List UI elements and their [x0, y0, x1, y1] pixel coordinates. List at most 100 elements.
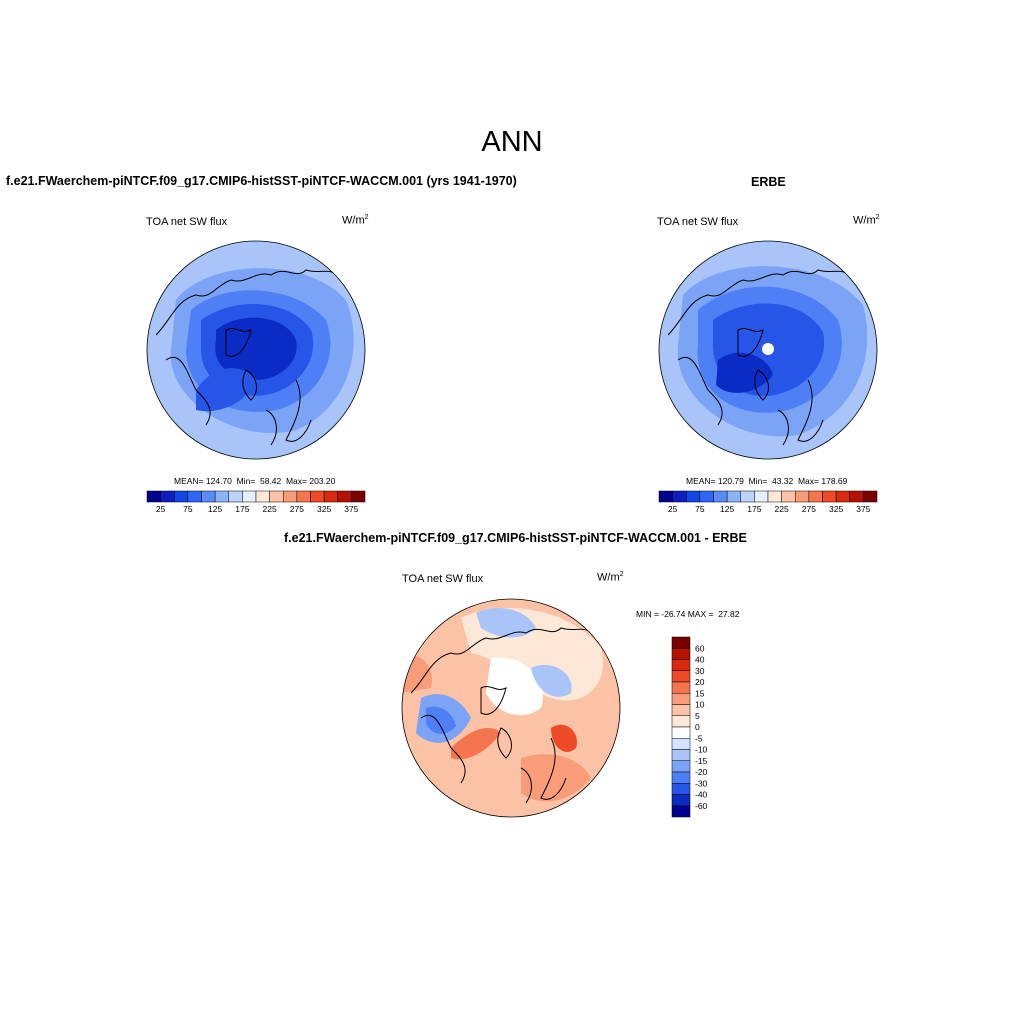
colorbar-swatch [835, 490, 850, 503]
colorbar-swatch [671, 760, 691, 773]
coastline [410, 627, 597, 804]
contour-fill [716, 352, 773, 393]
colorbar-tick-label: 225 [775, 504, 789, 514]
panel-title-obs: ERBE [751, 175, 786, 189]
polar-map-obs [658, 240, 878, 460]
colorbar-swatch [671, 794, 691, 806]
colorbar-tick-label: 20 [695, 677, 705, 687]
colorbar-swatch [740, 490, 755, 503]
stats-obs: MEAN= 120.79 Min= 43.32 Max= 178.69 [686, 476, 848, 486]
colorbar-tick-label: 325 [317, 504, 331, 514]
colorbar-tick-label: 5 [695, 711, 700, 721]
contour-fill [426, 706, 456, 734]
variable-label-model: TOA net SW flux [146, 216, 228, 228]
colorbar-tick-label: 275 [802, 504, 816, 514]
figure-title: ANN [481, 126, 543, 158]
colorbar-tick-label: 40 [695, 655, 705, 665]
colorbar-swatch [754, 490, 769, 503]
colorbar-tick-label: 375 [344, 504, 358, 514]
colorbar-swatch [726, 490, 741, 503]
colorbar-tick-label: -20 [695, 767, 708, 777]
contour-fill [521, 754, 591, 802]
colorbar-tick-label: 25 [668, 504, 678, 514]
colorbar-swatch [781, 490, 796, 503]
missing-data-pole [505, 701, 517, 713]
colorbar-tick-label: 125 [208, 504, 222, 514]
colorbar-swatch [671, 636, 691, 649]
contour-fill [531, 664, 572, 697]
colorbar-swatch [671, 648, 691, 660]
colorbar-swatch [808, 490, 823, 503]
colorbar-tick-label: 25 [156, 504, 166, 514]
colorbar-swatch [672, 490, 687, 503]
colorbar-model: 25 75 125 175 225 275 325 375 [146, 490, 366, 514]
panel-title-model: f.e21.FWaerchem-piNTCF.f09_g17.CMIP6-his… [6, 174, 517, 188]
colorbar-swatch [822, 490, 837, 503]
colorbar-swatch [269, 490, 284, 503]
colorbar-swatch [283, 490, 298, 503]
contour-fill [451, 728, 501, 760]
colorbar-swatch [671, 726, 691, 739]
polar-map-diff [401, 598, 621, 818]
contour-fill [215, 317, 297, 380]
variable-label-obs: TOA net SW flux [657, 216, 739, 228]
colorbar-swatch [671, 749, 691, 761]
colorbar-swatch [160, 490, 175, 503]
colorbar-tick-label: 325 [829, 504, 843, 514]
colorbar-tick-label: 75 [695, 504, 705, 514]
colorbar-swatch [849, 490, 864, 503]
colorbar-swatch [671, 771, 691, 784]
colorbar-swatch [351, 490, 366, 503]
colorbar-tick-label: -40 [695, 790, 708, 800]
colorbar-tick-label: -10 [695, 745, 708, 755]
colorbar-obs: 25 75 125 175 225 275 325 375 [658, 490, 878, 514]
colorbar-swatch [310, 490, 325, 503]
colorbar-swatch [187, 490, 202, 503]
colorbar-swatch [671, 681, 691, 694]
colorbar-tick-label: 225 [263, 504, 277, 514]
colorbar-swatch [795, 490, 810, 503]
colorbar-swatch [296, 490, 311, 503]
panel-title-diff: f.e21.FWaerchem-piNTCF.f09_g17.CMIP6-his… [284, 531, 747, 545]
colorbar-swatch [255, 490, 270, 503]
colorbar-swatch [863, 490, 878, 503]
colorbar-swatch [671, 783, 691, 795]
colorbar-swatch [671, 715, 691, 728]
colorbar-tick-label: -15 [695, 756, 708, 766]
units-label-diff: W/m2 [597, 571, 624, 584]
colorbar-tick-label: 175 [235, 504, 249, 514]
contour-fill [476, 608, 536, 638]
colorbar-tick-label: 125 [720, 504, 734, 514]
colorbar-swatch [228, 490, 243, 503]
colorbar-swatch [671, 659, 691, 671]
colorbar-swatch [767, 490, 782, 503]
colorbar-swatch [671, 805, 691, 818]
contour-fill [196, 368, 256, 412]
colorbar-tick-label: 60 [695, 643, 705, 653]
colorbar-swatch [671, 670, 691, 683]
units-label-obs: W/m2 [853, 214, 880, 227]
colorbar-swatch [658, 490, 673, 503]
variable-label-diff: TOA net SW flux [402, 573, 484, 585]
colorbar-swatch [671, 693, 691, 705]
colorbar-swatch [146, 490, 161, 503]
coastline [155, 269, 342, 446]
colorbar-swatch [214, 490, 229, 503]
colorbar-swatch [337, 490, 352, 503]
colorbar-tick-label: -30 [695, 778, 708, 788]
colorbar-swatch [201, 490, 216, 503]
colorbar-swatch [242, 490, 257, 503]
colorbar-swatch [323, 490, 338, 503]
colorbar-swatch [671, 704, 691, 716]
contour-fill [486, 657, 543, 716]
colorbar-tick-label: 375 [856, 504, 870, 514]
colorbar-tick-label: -60 [695, 801, 708, 811]
colorbar-tick-label: 75 [183, 504, 193, 514]
colorbar-tick-label: 275 [290, 504, 304, 514]
colorbar-tick-label: 175 [747, 504, 761, 514]
contour-fill [551, 724, 577, 752]
polar-map-model [146, 240, 366, 460]
colorbar-swatch [699, 490, 714, 503]
missing-data-pole [762, 343, 774, 355]
